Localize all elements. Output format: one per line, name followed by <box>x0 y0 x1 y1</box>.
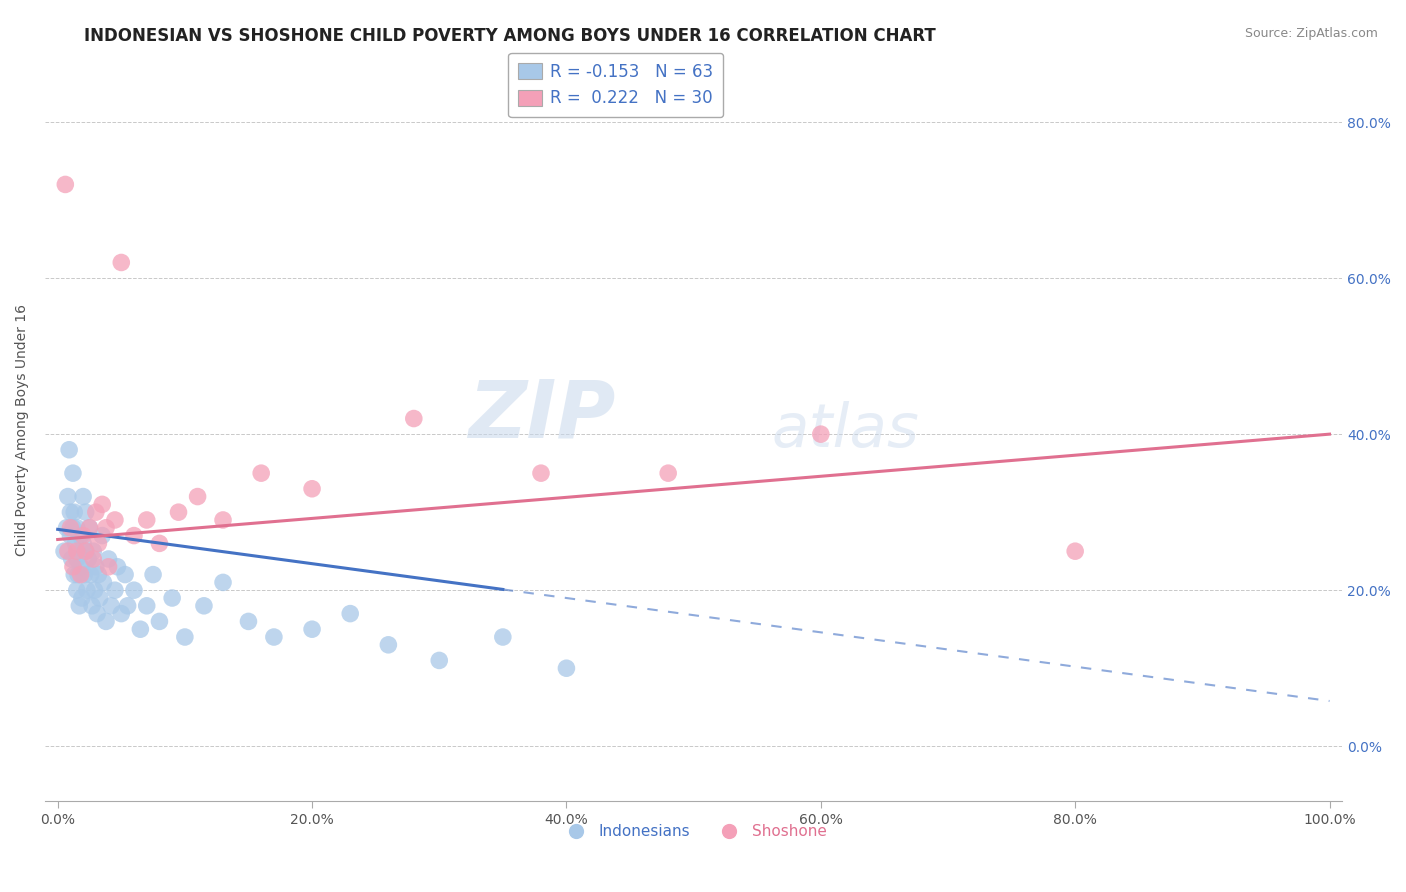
Point <box>82 544 104 558</box>
Point <box>59 505 82 519</box>
Point <box>110 255 132 269</box>
Point <box>122 583 145 598</box>
Point <box>114 567 136 582</box>
Text: ZIP: ZIP <box>468 376 616 454</box>
Point <box>117 599 139 613</box>
Point <box>657 466 679 480</box>
Point <box>67 599 90 613</box>
Point <box>1064 544 1087 558</box>
Point <box>94 615 117 629</box>
Point <box>82 552 104 566</box>
Point <box>301 482 323 496</box>
Point <box>250 466 273 480</box>
Point <box>91 528 114 542</box>
Point <box>427 653 450 667</box>
Point <box>63 567 86 582</box>
Point <box>55 521 77 535</box>
Point <box>80 567 103 582</box>
Text: atlas: atlas <box>772 401 920 459</box>
Point <box>79 521 101 535</box>
Point <box>100 599 122 613</box>
Point <box>69 528 91 542</box>
Point <box>135 599 157 613</box>
Point <box>377 638 399 652</box>
Point <box>66 521 89 535</box>
Point <box>86 607 108 621</box>
Point <box>59 528 82 542</box>
Point <box>53 178 76 192</box>
Point <box>62 521 84 535</box>
Point <box>72 528 94 542</box>
Point <box>73 567 96 582</box>
Point <box>212 513 235 527</box>
Point <box>63 505 86 519</box>
Point <box>530 466 553 480</box>
Point <box>97 552 120 566</box>
Point <box>62 466 84 480</box>
Point <box>66 583 89 598</box>
Point <box>212 575 235 590</box>
Point <box>65 536 87 550</box>
Point <box>62 559 84 574</box>
Point <box>72 536 94 550</box>
Point <box>67 567 90 582</box>
Point <box>135 513 157 527</box>
Point <box>87 567 110 582</box>
Point <box>187 490 209 504</box>
Point <box>87 536 110 550</box>
Point <box>238 615 260 629</box>
Point <box>69 559 91 574</box>
Point <box>492 630 515 644</box>
Point <box>107 559 129 574</box>
Point <box>129 622 152 636</box>
Point <box>59 521 82 535</box>
Point <box>339 607 361 621</box>
Point <box>142 567 165 582</box>
Point <box>91 497 114 511</box>
Point <box>301 622 323 636</box>
Point <box>104 583 127 598</box>
Point <box>93 575 115 590</box>
Point <box>84 505 107 519</box>
Point <box>148 536 170 550</box>
Point <box>80 599 103 613</box>
Point <box>72 490 94 504</box>
Point <box>79 521 101 535</box>
Point <box>160 591 183 605</box>
Legend: Indonesians, Shoshone: Indonesians, Shoshone <box>554 818 832 845</box>
Point <box>58 442 80 457</box>
Text: INDONESIAN VS SHOSHONE CHILD POVERTY AMONG BOYS UNDER 16 CORRELATION CHART: INDONESIAN VS SHOSHONE CHILD POVERTY AMO… <box>84 27 936 45</box>
Point <box>193 599 215 613</box>
Point <box>60 552 83 566</box>
Point <box>70 591 93 605</box>
Point <box>104 513 127 527</box>
Point <box>148 615 170 629</box>
Y-axis label: Child Poverty Among Boys Under 16: Child Poverty Among Boys Under 16 <box>15 304 30 557</box>
Point <box>122 528 145 542</box>
Point <box>66 544 89 558</box>
Point <box>66 552 89 566</box>
Point <box>75 544 97 558</box>
Point <box>76 583 98 598</box>
Point <box>77 552 100 566</box>
Point <box>75 544 97 558</box>
Point <box>94 521 117 535</box>
Text: Source: ZipAtlas.com: Source: ZipAtlas.com <box>1244 27 1378 40</box>
Point <box>56 490 79 504</box>
Point <box>555 661 578 675</box>
Point <box>110 607 132 621</box>
Point <box>173 630 195 644</box>
Point <box>75 505 97 519</box>
Point <box>97 559 120 574</box>
Point <box>53 544 76 558</box>
Point <box>89 591 111 605</box>
Point <box>263 630 285 644</box>
Point <box>84 559 107 574</box>
Point <box>56 544 79 558</box>
Point <box>69 567 91 582</box>
Point <box>810 427 832 442</box>
Point <box>402 411 425 425</box>
Point <box>167 505 190 519</box>
Point <box>83 583 105 598</box>
